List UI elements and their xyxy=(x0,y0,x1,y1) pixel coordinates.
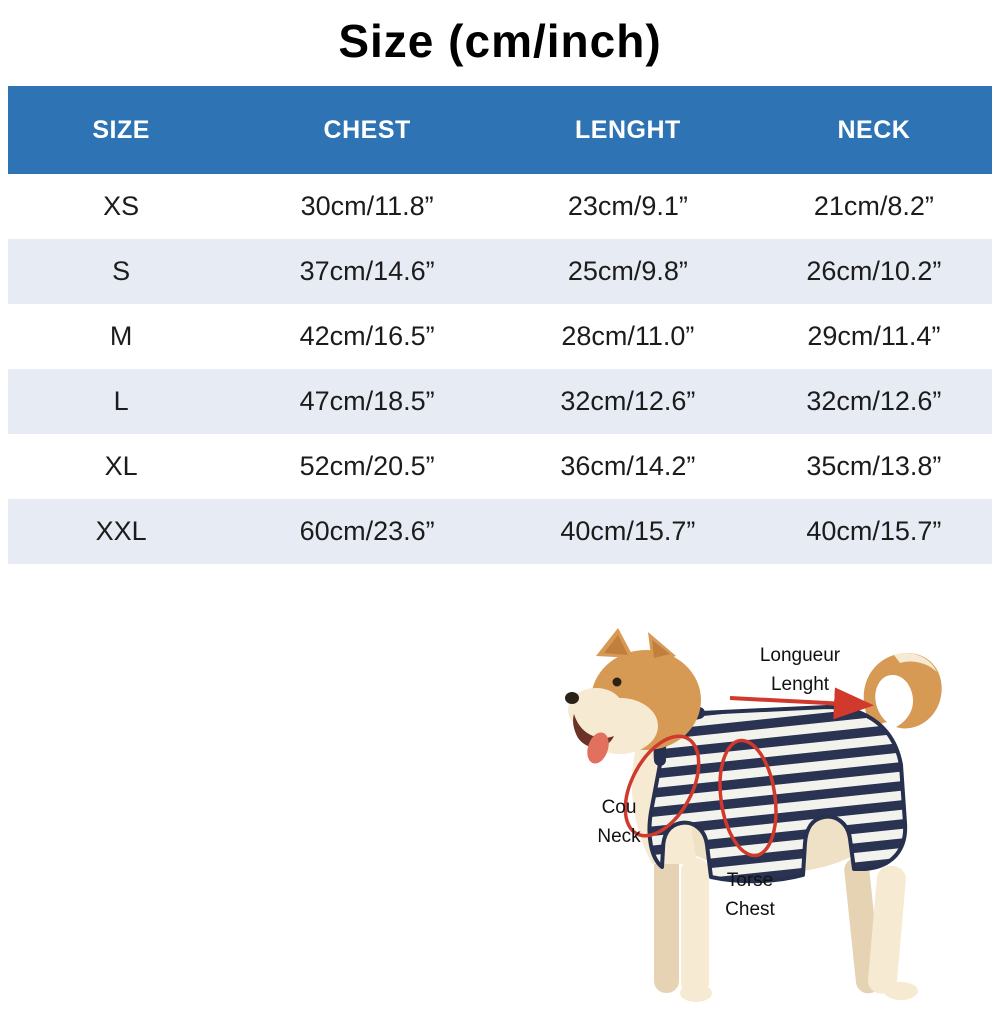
table-row: M 42cm/16.5” 28cm/11.0” 29cm/11.4” xyxy=(8,304,992,369)
cell-chest: 60cm/23.6” xyxy=(299,516,435,546)
chest-label: Torse Chest xyxy=(711,867,789,924)
length-label-line2: Lenght xyxy=(770,673,830,695)
cell-neck: 35cm/13.8” xyxy=(806,451,942,481)
neck-label-line2: Neck xyxy=(597,825,641,847)
chest-label-line1: Torse xyxy=(726,870,774,891)
column-header-neck: NECK xyxy=(755,86,992,174)
cell-neck: 32cm/12.6” xyxy=(806,386,942,416)
cell-length: 40cm/15.7” xyxy=(560,516,696,546)
size-guide-figure: Longueur Lenght Cou Neck Torse Chest xyxy=(0,626,1000,1016)
table-header-row: SIZE CHEST LENGHT NECK xyxy=(8,86,992,174)
length-arrow-icon xyxy=(729,687,874,720)
dog-tail-icon xyxy=(863,652,942,729)
cell-length: 32cm/12.6” xyxy=(560,386,696,416)
cell-length: 36cm/14.2” xyxy=(560,451,696,481)
chest-annotation-ellipse xyxy=(718,738,778,858)
cell-chest: 47cm/18.5” xyxy=(299,386,435,416)
neck-label: Cou Neck xyxy=(583,794,655,851)
column-header-chest: CHEST xyxy=(234,86,500,174)
dog-illustration xyxy=(565,628,942,1002)
cell-length: 28cm/11.0” xyxy=(561,321,695,351)
cell-size: S xyxy=(112,256,131,286)
table-row: XS 30cm/11.8” 23cm/9.1” 21cm/8.2” xyxy=(8,174,992,239)
cell-length: 23cm/9.1” xyxy=(567,191,688,221)
cell-chest: 42cm/16.5” xyxy=(299,321,435,351)
cell-chest: 30cm/11.8” xyxy=(300,191,434,221)
cell-size: XXL xyxy=(95,516,147,546)
neck-annotation-ellipse xyxy=(623,734,701,838)
column-header-length: LENGHT xyxy=(499,86,756,174)
cell-size: XS xyxy=(103,191,140,221)
cell-neck: 40cm/15.7” xyxy=(806,516,942,546)
size-table: SIZE CHEST LENGHT NECK XS 30cm/11.8” 23c… xyxy=(8,86,992,564)
cell-chest: 37cm/14.6” xyxy=(299,256,435,286)
cell-size: M xyxy=(109,321,133,351)
cell-chest: 52cm/20.5” xyxy=(299,451,435,481)
table-row: L 47cm/18.5” 32cm/12.6” 32cm/12.6” xyxy=(8,369,992,434)
dog-head xyxy=(565,628,701,764)
length-label-line1: Longueur xyxy=(759,645,841,666)
table-row: XXL 60cm/23.6” 40cm/15.7” 40cm/15.7” xyxy=(8,499,992,564)
dog-near-legs xyxy=(680,858,918,1002)
cell-size: XL xyxy=(104,451,138,481)
column-header-size: SIZE xyxy=(8,86,235,174)
page-title: Size (cm/inch) xyxy=(338,15,662,67)
length-label: Longueur Lenght xyxy=(745,642,855,699)
chest-label-line2: Chest xyxy=(725,898,775,920)
cell-neck: 21cm/8.2” xyxy=(813,191,934,221)
cell-neck: 26cm/10.2” xyxy=(806,256,942,286)
table-row: S 37cm/14.6” 25cm/9.8” 26cm/10.2” xyxy=(8,239,992,304)
neck-label-line1: Cou xyxy=(601,797,637,818)
cell-size: L xyxy=(113,386,129,416)
cell-length: 25cm/9.8” xyxy=(567,256,688,286)
cell-neck: 29cm/11.4” xyxy=(807,321,941,351)
table-row: XL 52cm/20.5” 36cm/14.2” 35cm/13.8” xyxy=(8,434,992,499)
